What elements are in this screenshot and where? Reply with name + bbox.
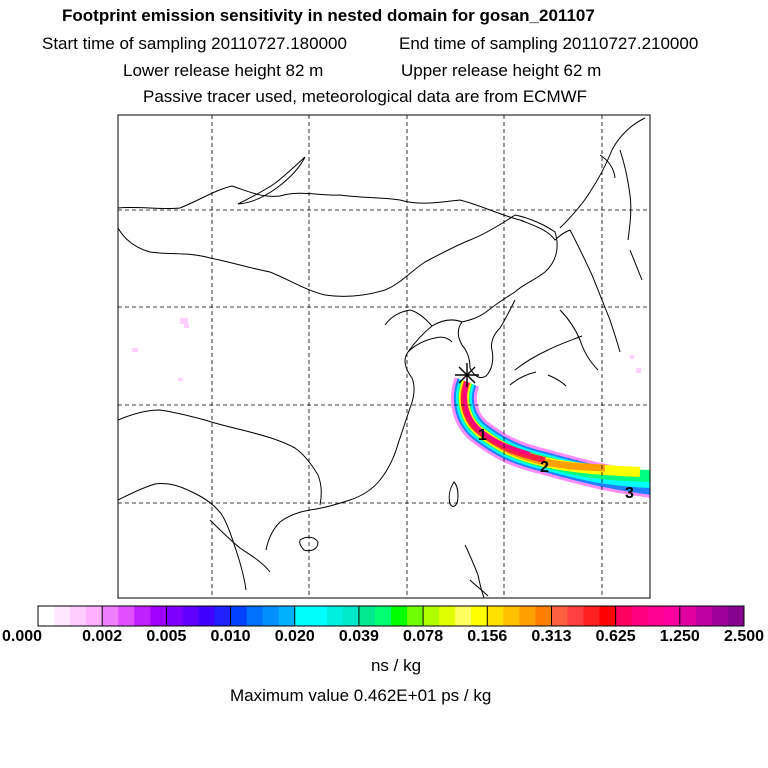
colorbar-tick-label: 0.625 xyxy=(595,628,636,645)
colorbar-cell xyxy=(439,606,456,626)
colorbar-cell xyxy=(278,606,296,626)
colorbar-cell xyxy=(631,606,649,626)
colorbar-cell xyxy=(118,606,135,626)
colorbar-cell xyxy=(567,606,585,626)
colorbar-tick-label: 0.000 xyxy=(1,628,43,645)
colorbar-tick-label: 0.156 xyxy=(467,628,508,645)
colorbar-cell xyxy=(214,606,232,626)
colorbar-cell xyxy=(615,606,633,626)
colorbar-cell xyxy=(727,606,745,626)
colorbar-cell xyxy=(70,606,87,626)
colorbar-cell xyxy=(487,606,504,626)
map-frame xyxy=(117,114,651,599)
colorbar-tick-label: 0.010 xyxy=(210,628,251,645)
colorbar-cell xyxy=(134,606,151,626)
colorbar-cell xyxy=(358,606,376,626)
colorbar-tick-label: 0.078 xyxy=(403,628,444,645)
colorbar-cell xyxy=(535,606,552,626)
lower-release-label: Lower release height 82 m xyxy=(123,61,324,80)
colorbar-tick-label: 0.313 xyxy=(531,628,572,645)
colorbar-cell xyxy=(166,606,183,626)
colorbar-cell xyxy=(262,606,280,626)
colorbar-cell xyxy=(230,606,248,626)
end-time-label: End time of sampling 20110727.210000 xyxy=(399,34,699,53)
colorbar-cell xyxy=(711,606,729,626)
colorbar-cell xyxy=(246,606,264,626)
colorbar-tick-label: 0.020 xyxy=(274,628,315,645)
colorbar-cell xyxy=(38,606,55,626)
grid-lines xyxy=(118,115,650,598)
colorbar-cell xyxy=(695,606,713,626)
colorbar-cell xyxy=(599,606,617,626)
max-value-label: Maximum value 0.462E+01 ps / kg xyxy=(230,686,492,705)
trajectory-label-1: 1 xyxy=(478,427,487,444)
colorbar-tick-label: 2.500 xyxy=(723,628,765,645)
colorbar-cell xyxy=(294,606,312,626)
colorbar-cell xyxy=(150,606,167,626)
colorbar-cell xyxy=(407,606,424,626)
colorbar-cell xyxy=(551,606,568,626)
faint-sensitivity-patches xyxy=(132,318,641,381)
colorbar-cell xyxy=(86,606,103,626)
colorbar-cell xyxy=(663,606,681,626)
colorbar-cell xyxy=(455,606,472,626)
colorbar-cell xyxy=(54,606,71,626)
upper-release-label: Upper release height 62 m xyxy=(401,61,602,80)
colorbar-unit-label: ns / kg xyxy=(370,656,422,675)
colorbar-tick-label: 0.002 xyxy=(82,628,123,645)
colorbar-cell xyxy=(423,606,440,626)
colorbar-cell xyxy=(391,606,408,626)
trajectory-label-2: 2 xyxy=(540,459,549,476)
colorbar-tick-label: 0.005 xyxy=(146,628,187,645)
colorbar-cell xyxy=(102,606,119,626)
colorbar-cell xyxy=(374,606,392,626)
colorbar-cell xyxy=(679,606,697,626)
colorbar-cell xyxy=(583,606,601,626)
colorbar-cell xyxy=(519,606,536,626)
colorbar-cell xyxy=(310,606,328,626)
star-icon xyxy=(455,363,479,387)
colorbar-cell xyxy=(647,606,665,626)
colorbar-cell xyxy=(471,606,488,626)
colorbar-cell xyxy=(503,606,520,626)
colorbar-cell xyxy=(326,606,344,626)
start-time-label: Start time of sampling 20110727.180000 xyxy=(42,34,347,53)
colorbar-cell xyxy=(182,606,199,626)
map-title: Footprint emission sensitivity in nested… xyxy=(62,6,595,25)
sensitivity-plume xyxy=(450,377,650,498)
tracer-info-label: Passive tracer used, meteorological data… xyxy=(143,87,588,106)
colorbar-tick-label: 0.039 xyxy=(338,628,379,645)
colorbar-tick-label: 1.250 xyxy=(659,628,700,645)
trajectory-label-3: 3 xyxy=(625,485,634,502)
colorbar-cell xyxy=(342,606,360,626)
colorbar-cell xyxy=(198,606,215,626)
